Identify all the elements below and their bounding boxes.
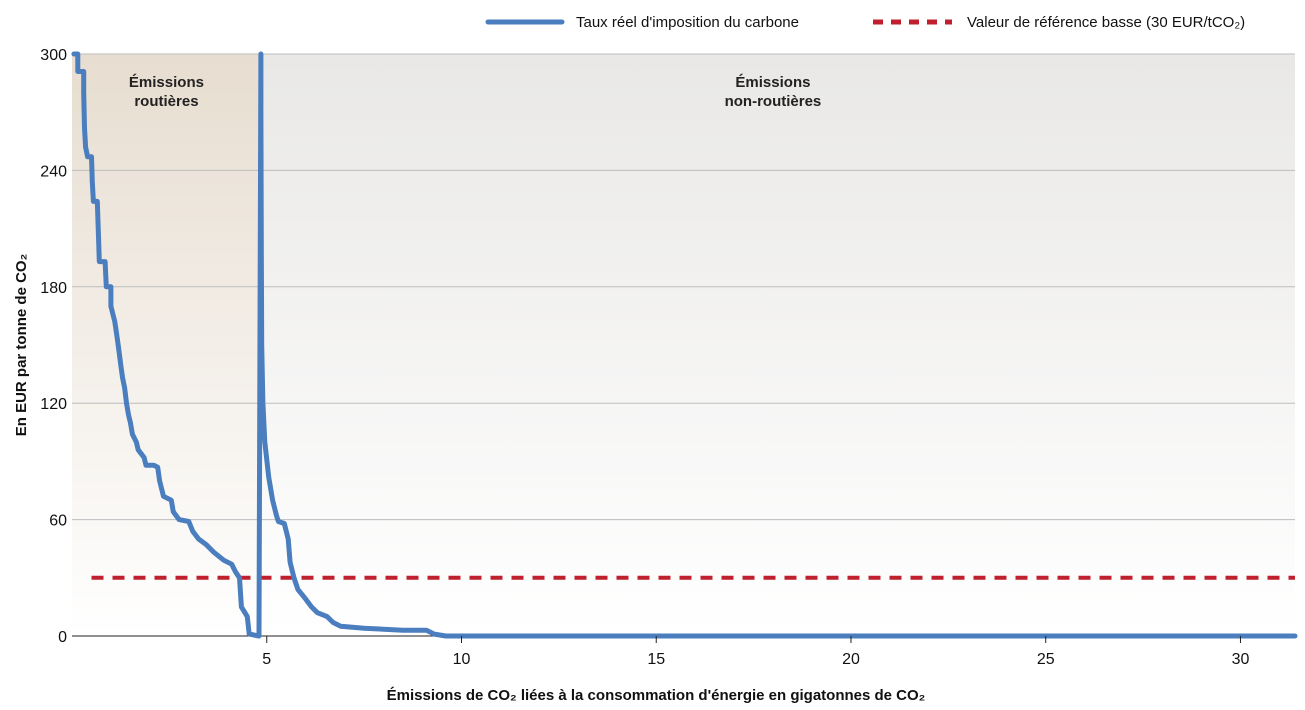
legend: Taux réel d'imposition du carbone Valeur… <box>485 14 1245 31</box>
y-axis-ticks: 0 60 120 180 240 300 <box>40 47 67 646</box>
x-tick-label-20: 20 <box>842 651 860 668</box>
series-line-actual-rate <box>71 51 1298 639</box>
x-tick-label-30: 30 <box>1232 651 1250 668</box>
region-bg-0 <box>72 54 261 636</box>
y-tick-label-60: 60 <box>49 513 67 530</box>
y-tick-label-240: 240 <box>40 163 67 180</box>
x-tick-label-15: 15 <box>647 651 665 668</box>
region-bg-1 <box>260 54 1296 636</box>
x-tick-label-5: 5 <box>262 651 271 668</box>
region-label-road-line1: Émissions <box>129 74 204 91</box>
y-tick-label-0: 0 <box>58 629 67 646</box>
region-backgrounds <box>72 54 1296 636</box>
legend-label-actual-rate: Taux réel d'imposition du carbone <box>576 14 799 31</box>
y-tick-label-300: 300 <box>40 47 67 64</box>
y-tick-label-120: 120 <box>40 396 67 413</box>
x-tick-label-25: 25 <box>1037 651 1055 668</box>
x-axis-ticks: 5 10 15 20 25 30 <box>262 636 1249 668</box>
x-axis-title: Émissions de CO₂ liées à la consommation… <box>387 687 926 704</box>
region-label-road-line2: routières <box>134 93 198 110</box>
x-tick-label-10: 10 <box>453 651 471 668</box>
legend-label-reference: Valeur de référence basse (30 EUR/tCO₂) <box>967 14 1245 31</box>
region-label-nonroad-line1: Émissions <box>735 74 810 91</box>
region-label-nonroad-line2: non-routières <box>725 93 822 110</box>
y-tick-label-180: 180 <box>40 280 67 297</box>
y-axis-title: En EUR par tonne de CO₂ <box>13 254 30 437</box>
series-layer <box>71 51 1298 639</box>
